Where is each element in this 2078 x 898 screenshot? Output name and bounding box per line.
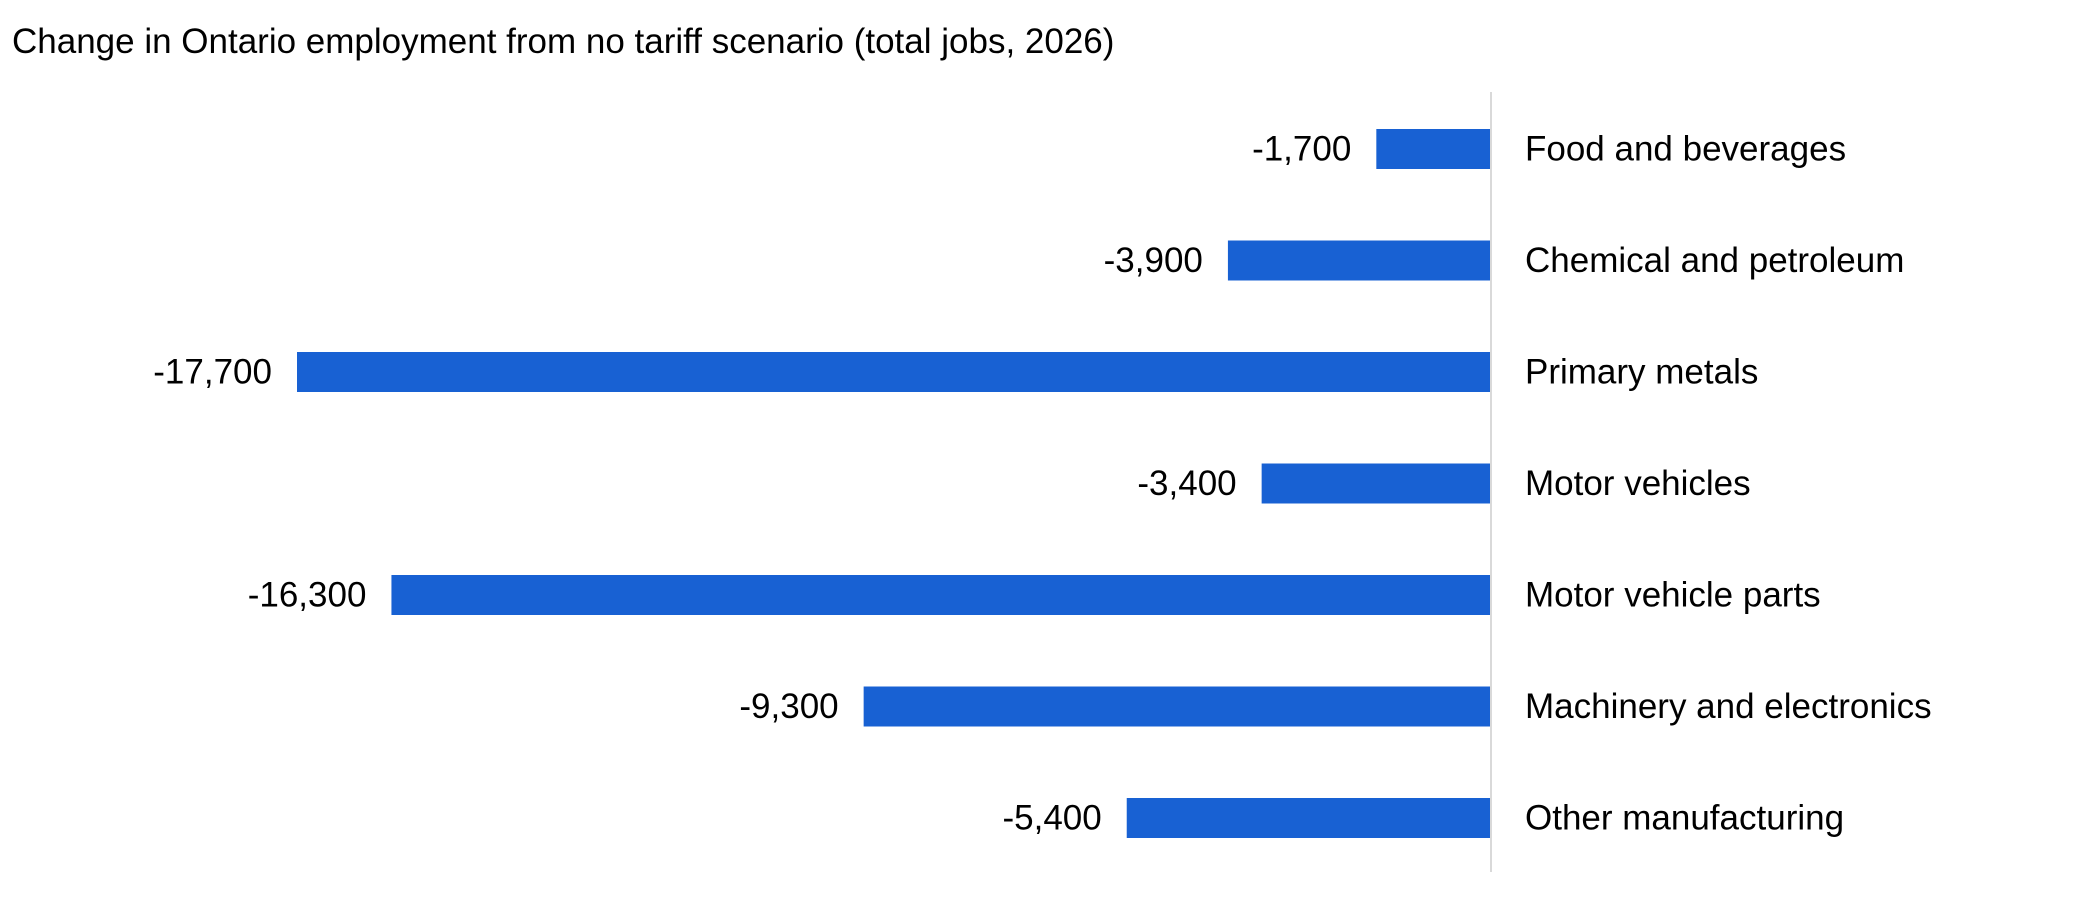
category-label: Other manufacturing [1525, 799, 1844, 838]
value-label: -3,900 [1104, 241, 1203, 280]
bar-chemical-and-petroleum [1227, 240, 1491, 281]
value-label: -17,700 [153, 353, 272, 392]
category-label: Motor vehicles [1525, 464, 1751, 503]
value-label: -3,400 [1137, 464, 1236, 503]
category-labels-group: Food and beverages Chemical and petroleum… [1525, 130, 1932, 838]
bar-other-manufacturing [1126, 798, 1491, 838]
category-label: Chemical and petroleum [1525, 241, 1904, 280]
bar-machinery-and-electronics [863, 686, 1491, 727]
value-label: -5,400 [1002, 799, 1101, 838]
value-label: -16,300 [248, 576, 367, 615]
value-label: -1,700 [1252, 130, 1351, 169]
bars-group [297, 129, 1491, 838]
bar-motor-vehicle-parts [391, 575, 1491, 615]
category-label: Machinery and electronics [1525, 687, 1932, 726]
category-label: Primary metals [1525, 353, 1758, 392]
bar-food-and-beverages [1376, 129, 1491, 169]
value-label: -9,300 [739, 687, 838, 726]
category-label: Motor vehicle parts [1525, 576, 1821, 615]
category-label: Food and beverages [1525, 130, 1846, 169]
bar-motor-vehicles [1261, 463, 1491, 504]
chart-title: Change in Ontario employment from no tar… [12, 22, 1115, 61]
bar-primary-metals [297, 352, 1491, 392]
value-labels-group: -1,700 -3,900 -17,700 -3,400 -16,300 -9,300 -5… [153, 130, 1351, 838]
